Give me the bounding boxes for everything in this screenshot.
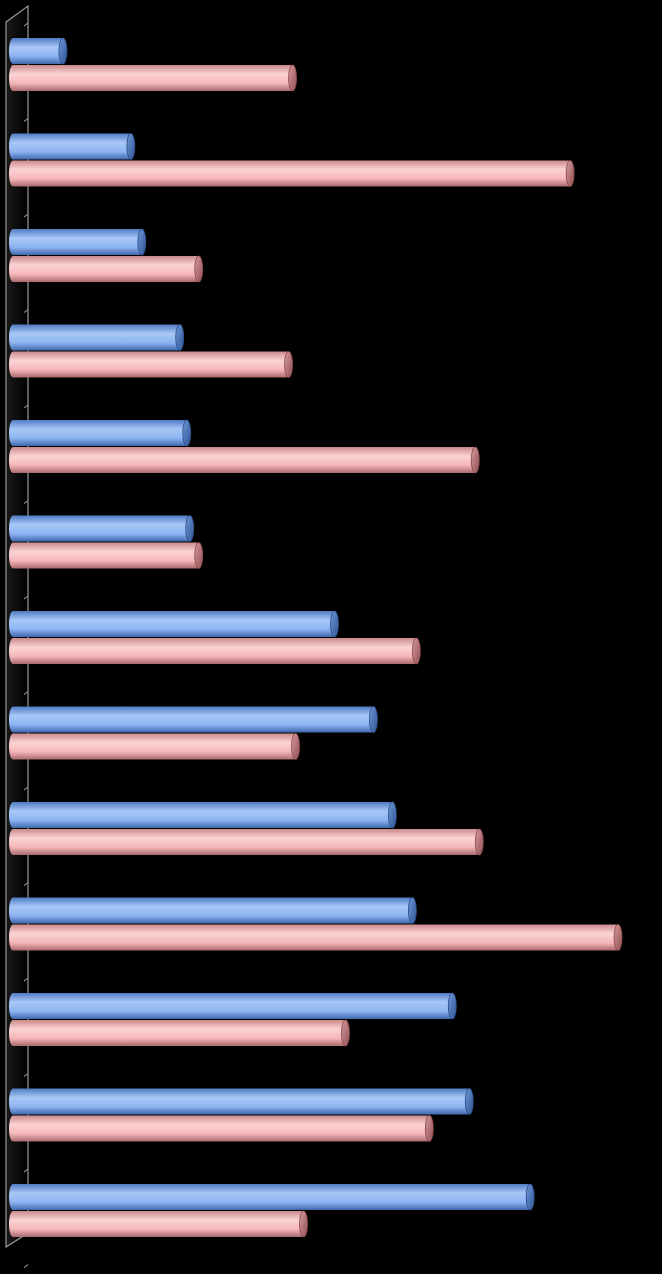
axis-tick [23,977,29,982]
bar-series2-cat11 [9,1019,350,1047]
bars-layer [9,37,623,1238]
bar-series1-cat12 [9,1088,474,1115]
bar-series2-cat2 [9,160,575,187]
axis-tick [23,691,29,695]
axis-tick [23,213,29,218]
bar-series1-cat8 [9,706,378,733]
bar-series1-cat4 [9,324,185,351]
axis-tick [23,118,29,122]
axis-tick [23,595,29,600]
axis-tick [23,882,29,886]
bar-series2-cat9 [9,828,484,856]
bar-series2-cat3 [9,255,204,283]
axis-tick [23,786,29,791]
bar-series2-cat12 [9,1115,434,1142]
bar-series2-cat1 [9,64,297,92]
axis-tick [23,1073,29,1077]
axis-tick [23,1168,29,1173]
bar-series2-cat13 [9,1210,308,1238]
axis-tick [23,309,29,313]
axis-tick [23,404,29,409]
bar-series2-cat5 [9,446,480,474]
bar-series1-cat13 [9,1183,535,1211]
axis-tick [23,500,29,504]
bar-series1-cat2 [9,133,136,160]
axis-tick [23,22,29,27]
bar-series1-cat1 [9,37,68,65]
bar-series1-cat10 [9,897,417,924]
bar-series1-cat3 [9,228,147,256]
bar-series1-cat7 [9,610,339,638]
bar-series1-cat9 [9,801,397,829]
bar-series2-cat10 [9,924,623,951]
bar-series1-cat11 [9,992,457,1020]
bar-series1-cat5 [9,419,192,447]
bar-series1-cat6 [9,515,195,542]
bar-series2-cat8 [9,733,300,760]
bar-series2-cat4 [9,351,293,378]
axis-tick [23,1264,29,1268]
bar-series2-cat7 [9,637,421,665]
bar-series2-cat6 [9,542,204,569]
